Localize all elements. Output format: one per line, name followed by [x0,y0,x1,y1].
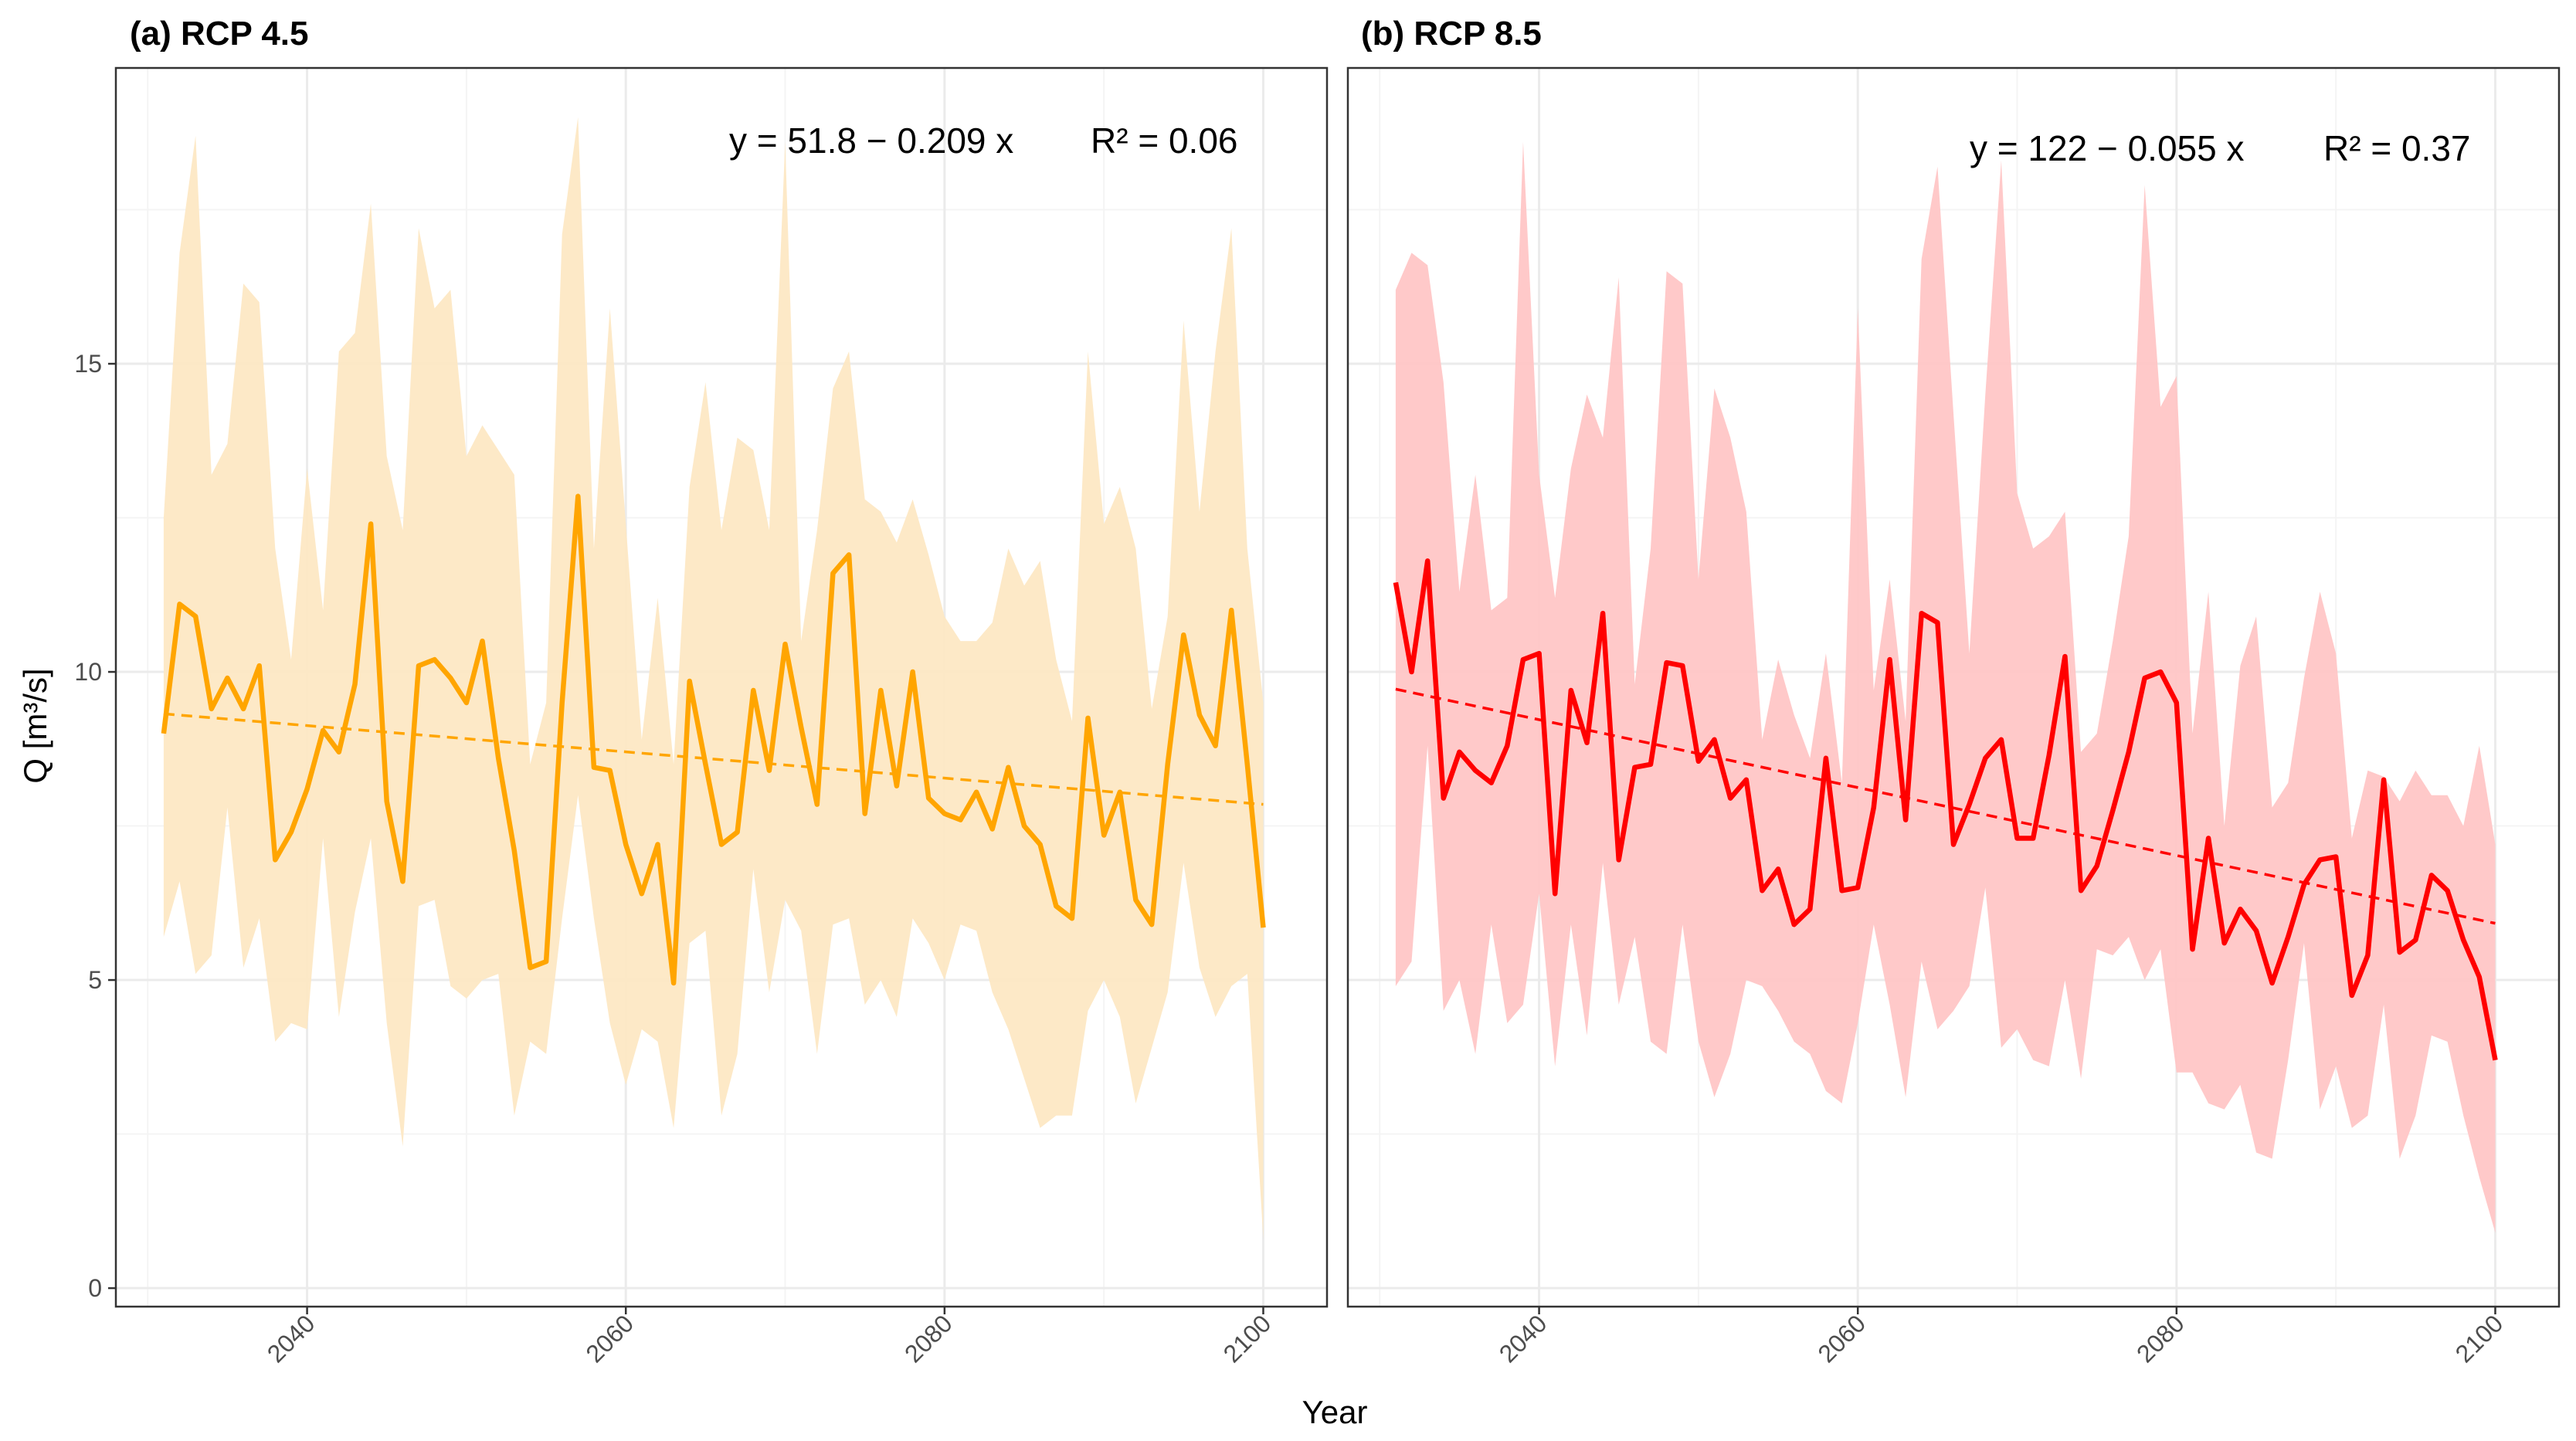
panel-b-equation: y = 122 − 0.055 x [1970,128,2245,168]
x-tick-label: 2060 [1812,1309,1871,1368]
y-tick-label: 0 [88,1274,102,1302]
panel-frame [1346,66,2561,1308]
x-tick-label: 2040 [1494,1309,1553,1368]
uncertainty-band [163,117,1264,1239]
panel-rcp45: 2040 2060 2080 2100 [114,66,1329,1368]
x-tick-label: 2040 [262,1309,321,1368]
panel-a-r2: R² = 0.06 [1091,120,1238,161]
y-tick-label: 10 [74,658,102,686]
panel-b-r2: R² = 0.37 [2323,128,2471,168]
x-tick-label: 2100 [1218,1309,1277,1368]
x-tick-label: 2080 [2131,1309,2190,1368]
mean-series-line [1393,558,2498,1061]
y-tick-label: 5 [88,966,102,994]
x-axis-title: Year [1302,1394,1368,1430]
panel-frame [114,66,1329,1308]
y-axis: 0 5 10 15 [74,350,116,1302]
y-axis-title: Q [m³/s] [17,668,53,783]
y-tick-label: 15 [74,350,102,378]
panel-a-title: (a) RCP 4.5 [130,15,309,53]
uncertainty-band [1395,141,2496,1233]
panel-rcp85: 2040 2060 2080 2100 [1346,66,2561,1368]
x-tick-label: 2060 [580,1309,639,1368]
mean-series-line [161,493,1266,986]
trend-line [1395,687,2496,925]
panel-b-title: (b) RCP 8.5 [1361,15,1542,53]
x-tick-label: 2100 [2450,1309,2509,1368]
x-tick-label: 2080 [899,1309,958,1368]
panel-a-equation: y = 51.8 − 0.209 x [729,120,1013,161]
